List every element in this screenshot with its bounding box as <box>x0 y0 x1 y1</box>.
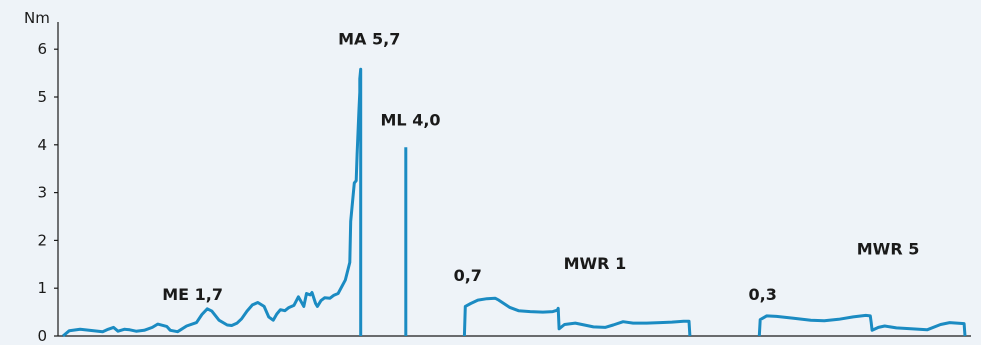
axis-layer: 0 1 2 3 4 5 6 Nm <box>24 9 971 345</box>
y-tick-label: 6 <box>37 40 47 58</box>
annotation-label: MA 5,7 <box>338 29 400 48</box>
annotation-label: ME 1,7 <box>162 285 223 304</box>
y-tick-label: 0 <box>37 327 47 345</box>
annotation-layer: ME 1,7 MA 5,7 ML 4,0 0,7 MWR 1 0,3 MWR 5 <box>162 29 919 304</box>
y-tick-label: 1 <box>37 279 47 297</box>
annotation-label: MWR 5 <box>857 240 920 259</box>
annotation-label: 0,3 <box>749 285 777 304</box>
annotation-label: 0,7 <box>454 266 482 285</box>
y-axis-unit-label: Nm <box>24 9 50 27</box>
series-layer <box>62 67 967 338</box>
annotation-label: MWR 1 <box>564 254 627 273</box>
y-tick-label: 3 <box>37 184 47 202</box>
series-line-4 <box>757 313 967 337</box>
y-tick-label: 2 <box>37 231 47 249</box>
series-line-3 <box>462 296 692 337</box>
y-tick-label: 4 <box>37 136 47 154</box>
y-tick-label: 5 <box>37 88 47 106</box>
series-line-1 <box>62 67 363 338</box>
annotation-label: ML 4,0 <box>381 111 441 130</box>
